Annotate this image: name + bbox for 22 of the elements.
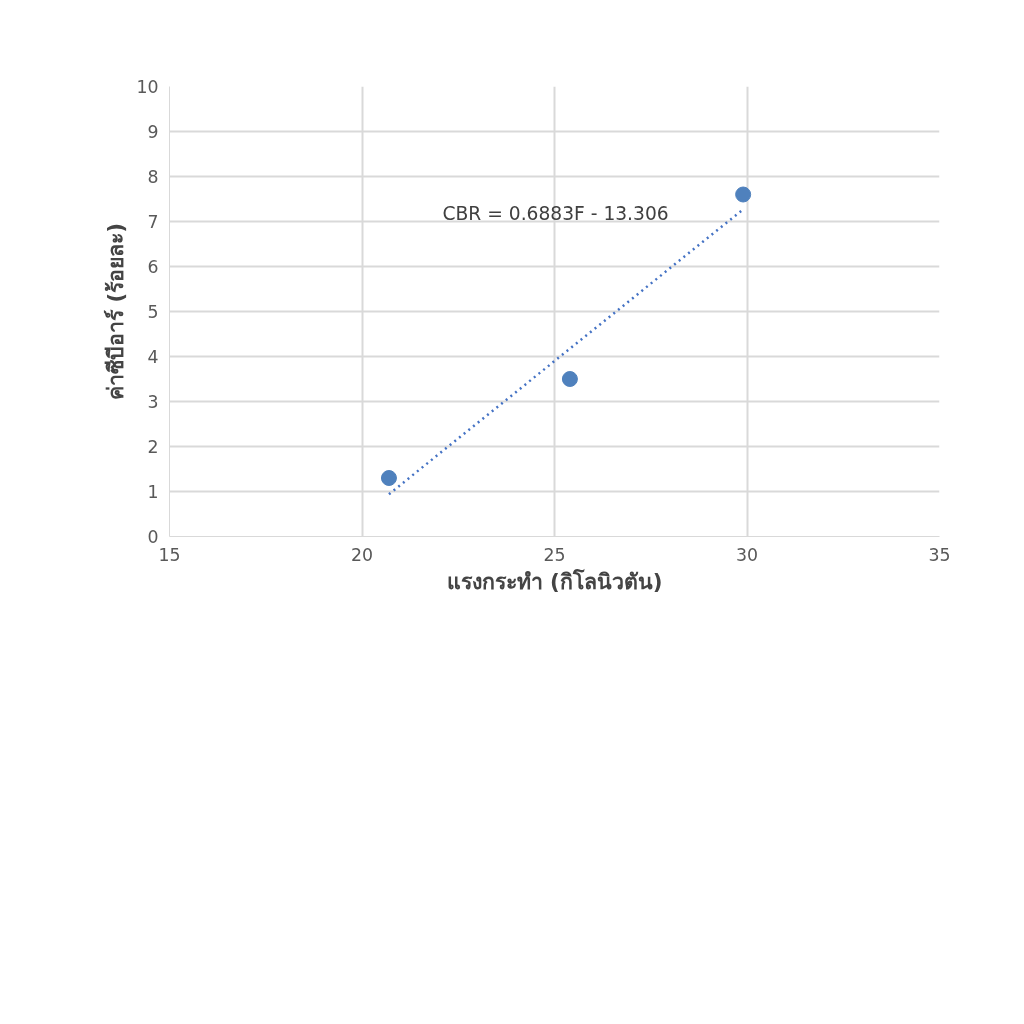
y-tick-label: 8 bbox=[147, 167, 159, 187]
point bbox=[561, 371, 578, 387]
y-tick-label: 9 bbox=[147, 122, 159, 142]
x-tick-label: 25 bbox=[543, 544, 566, 565]
x-tick-label: 30 bbox=[735, 544, 759, 565]
y-axis-title: ค่าซีบีอาร์ (ร้อยละ) bbox=[103, 223, 129, 400]
y-tick-label: 2 bbox=[147, 437, 159, 457]
y-tick-label: 3 bbox=[147, 392, 159, 412]
y-tick-label: 7 bbox=[147, 212, 159, 232]
y-tick-label: 4 bbox=[147, 347, 159, 367]
y-tick-label: 1 bbox=[147, 482, 159, 502]
y-tick-label: 10 bbox=[136, 77, 159, 97]
y-tick-label: 5 bbox=[147, 302, 159, 322]
x-tick-label: 20 bbox=[350, 544, 374, 565]
x-tick-label: 35 bbox=[928, 544, 951, 565]
point bbox=[380, 470, 397, 486]
y-tick-label: 0 bbox=[147, 527, 159, 547]
annotation: CBR = 0.6883F - 13.306 bbox=[442, 203, 669, 224]
x-tick-label: 15 bbox=[158, 544, 181, 565]
x-axis-title: แรงกระทำ (กิโลนิวตัน) bbox=[446, 567, 663, 594]
point bbox=[735, 186, 752, 203]
y-tick-label: 6 bbox=[147, 257, 159, 277]
